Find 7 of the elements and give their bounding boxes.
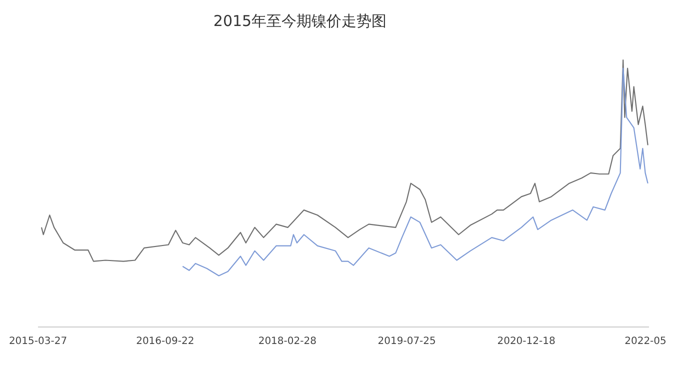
x-tick-label: 2016-09-22 bbox=[136, 336, 194, 348]
x-tick-label: 2022-05 bbox=[624, 336, 666, 348]
x-tick-label: 2019-07-25 bbox=[378, 336, 436, 348]
x-tick-label: 2015-03-27 bbox=[8, 336, 68, 348]
x-tick-label: 2020-12-18 bbox=[497, 336, 556, 348]
chart-title: 2015年至今期镍价走势图 bbox=[213, 12, 387, 30]
x-tick-label: 2018-02-28 bbox=[258, 336, 316, 348]
